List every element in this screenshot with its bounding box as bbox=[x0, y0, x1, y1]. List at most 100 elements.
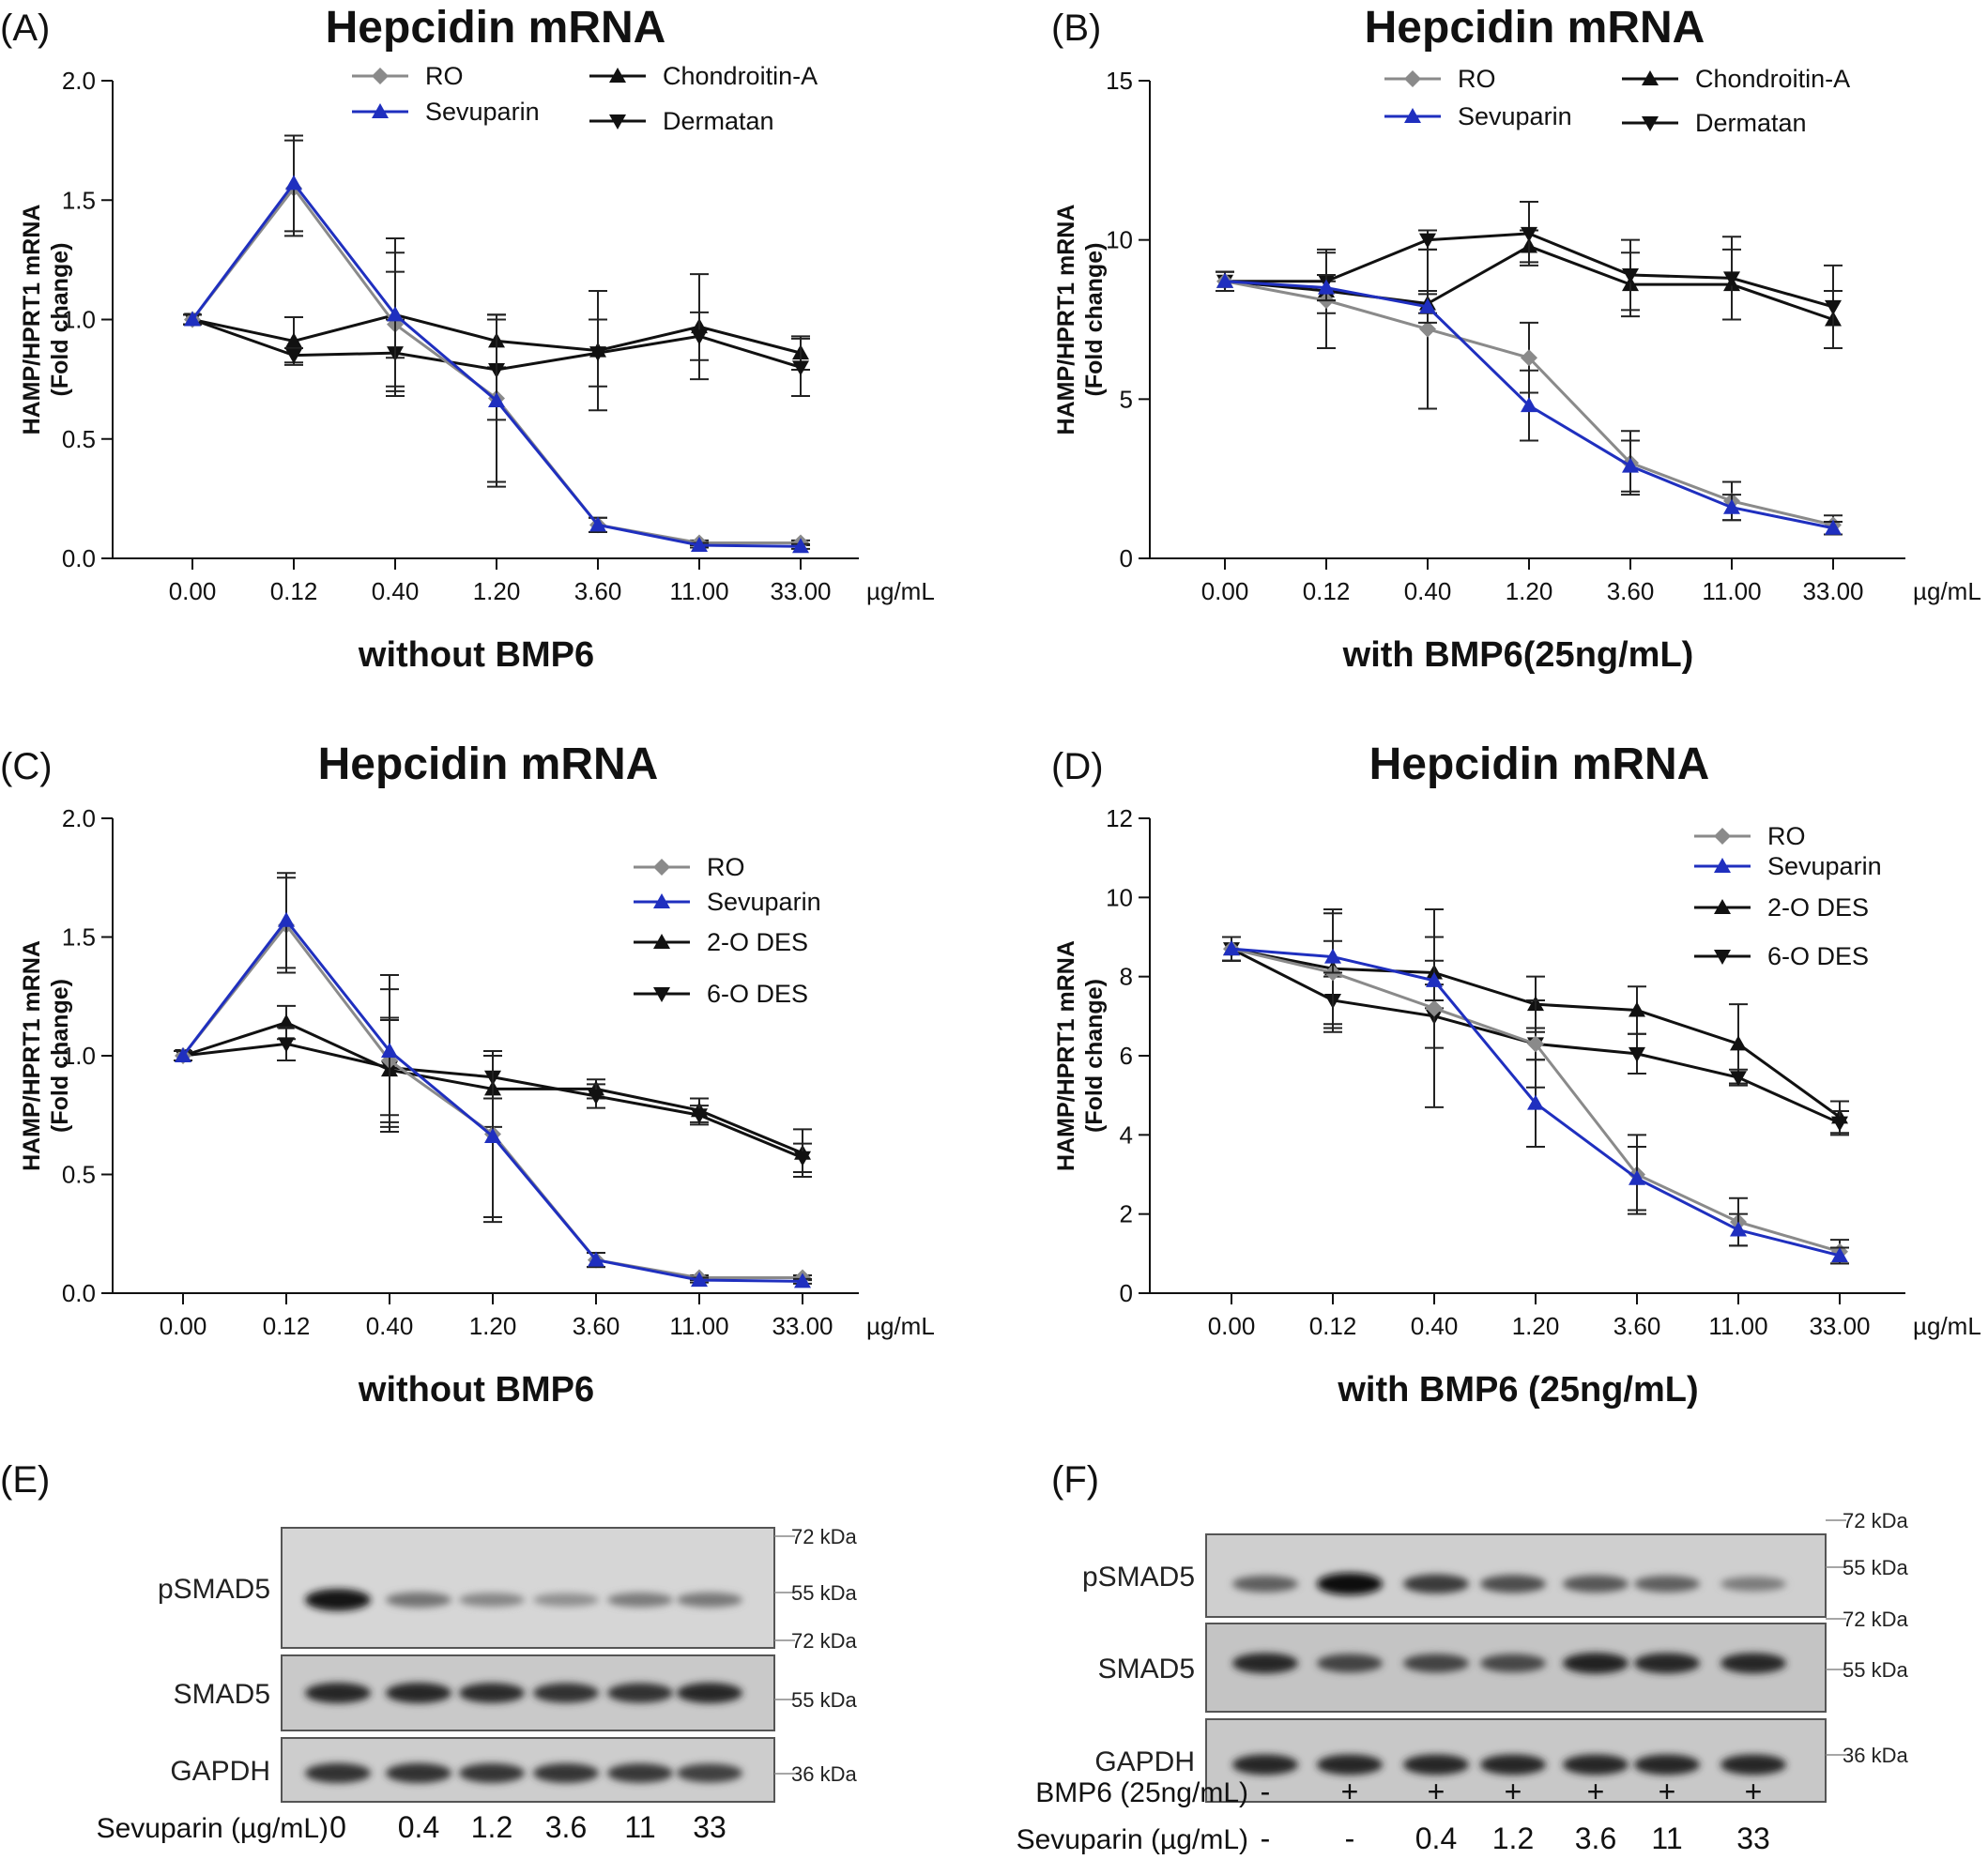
blot-row-label: GAPDH bbox=[1094, 1746, 1195, 1777]
x-unit-label: µg/mL bbox=[866, 1312, 935, 1340]
data-point bbox=[1216, 272, 1233, 288]
treatment-value: + bbox=[1659, 1775, 1676, 1808]
blot-band bbox=[607, 1683, 673, 1703]
blot-band bbox=[386, 1592, 451, 1608]
blot-row-gapdh: GAPDH 36 kDa bbox=[1094, 1718, 1908, 1803]
x-tick-label: 3.60 bbox=[1613, 1312, 1661, 1340]
size-marker-label: 55 kDa bbox=[1843, 1556, 1908, 1579]
treatment-row: Sevuparin (µg/mL) 0 0.4 1.2 3.6 11 33 bbox=[97, 1810, 726, 1844]
y-axis-title-line2: (Fold change) bbox=[1081, 243, 1108, 397]
blot-band bbox=[459, 1593, 525, 1608]
data-point bbox=[285, 175, 302, 191]
data-point bbox=[387, 306, 404, 322]
legend-label: Chondroitin-A bbox=[1695, 65, 1850, 93]
blot-band bbox=[607, 1593, 673, 1608]
x-tick-label: 0.40 bbox=[372, 577, 420, 605]
data-point bbox=[1825, 519, 1842, 535]
y-tick-label: 0.0 bbox=[62, 1279, 96, 1307]
blot-band bbox=[459, 1683, 525, 1703]
blot-band bbox=[1563, 1754, 1629, 1776]
legend-label: Sevuparin bbox=[425, 98, 540, 126]
x-tick-label: 0.12 bbox=[263, 1312, 311, 1340]
y-tick-label: 0 bbox=[1120, 544, 1133, 572]
legend-marker bbox=[653, 893, 670, 908]
chart-panel-a: (A) Hepcidin mRNA 0.0 0.5 1.0 1.5 2.0 0.00 0.12 0… bbox=[0, 3, 935, 675]
size-marker-label: 72 kDa bbox=[791, 1525, 857, 1548]
legend: RO Sevuparin Chondroitin-A Dermatan bbox=[352, 62, 818, 135]
blot-row-gapdh: GAPDH 36 kDa bbox=[170, 1737, 857, 1803]
x-tick-label: 1.20 bbox=[473, 577, 521, 605]
treatment-value: 3.6 bbox=[545, 1810, 587, 1844]
treatment-value: 33 bbox=[693, 1810, 726, 1844]
legend-label: 2-O DES bbox=[707, 928, 808, 956]
data-point bbox=[794, 1151, 811, 1166]
y-tick-label: 8 bbox=[1120, 963, 1133, 991]
y-axis-title: HAMP/HPRT1 mRNA bbox=[1053, 205, 1079, 435]
x-tick-label: 0.40 bbox=[366, 1312, 414, 1340]
blot-band bbox=[1317, 1754, 1383, 1776]
data-point bbox=[1723, 498, 1740, 514]
legend-marker bbox=[653, 859, 670, 876]
treatment-row: Sevuparin (µg/mL) - -0.4 1.2 3.6 11 33 bbox=[1017, 1822, 1770, 1855]
panel-label: (E) bbox=[0, 1459, 50, 1501]
data-point bbox=[589, 346, 606, 362]
blot-row-smad5: SMAD5 72 kDa 55 kDa bbox=[174, 1629, 857, 1731]
series-sevuparin bbox=[174, 872, 812, 1288]
x-axis-title: without BMP6 bbox=[358, 1370, 594, 1410]
data-point bbox=[381, 1042, 398, 1058]
panel-label: (D) bbox=[1051, 746, 1104, 787]
y-axis-title: HAMP/HPRT1 mRNA bbox=[19, 940, 45, 1171]
legend-marker bbox=[1642, 70, 1659, 85]
treatment-value: + bbox=[1341, 1775, 1359, 1808]
y-axis-title-line2: (Fold change) bbox=[47, 979, 73, 1133]
blot-membrane bbox=[281, 1527, 775, 1649]
data-point bbox=[1419, 320, 1436, 338]
blot-row-psmad5: pSMAD5 72 kDa 55 kDa bbox=[158, 1525, 857, 1649]
size-marker-label: 55 kDa bbox=[791, 1688, 857, 1712]
x-axis-title: with BMP6 (25ng/mL) bbox=[1337, 1370, 1698, 1410]
legend-label: Chondroitin-A bbox=[663, 62, 818, 90]
legend-label: Sevuparin bbox=[707, 888, 821, 916]
blot-band bbox=[607, 1763, 673, 1783]
data-point bbox=[278, 911, 295, 927]
data-point bbox=[792, 538, 809, 554]
data-point bbox=[589, 516, 606, 532]
data-point bbox=[1426, 999, 1443, 1017]
x-axis-title: with BMP6(25ng/mL) bbox=[1342, 635, 1694, 675]
legend-marker bbox=[1714, 899, 1731, 914]
data-point bbox=[285, 348, 302, 364]
data-point bbox=[1419, 297, 1436, 313]
x-tick-label: 1.20 bbox=[1512, 1312, 1560, 1340]
legend-marker bbox=[1714, 950, 1731, 965]
blot-band bbox=[1403, 1574, 1469, 1594]
data-point bbox=[278, 1037, 295, 1053]
blot-band bbox=[386, 1683, 451, 1703]
x-tick-label: 0.12 bbox=[1309, 1312, 1357, 1340]
blot-band bbox=[1634, 1754, 1700, 1776]
x-tick-label: 0.00 bbox=[1208, 1312, 1256, 1340]
data-point bbox=[1622, 267, 1639, 283]
series-sevuparin bbox=[183, 134, 810, 554]
blot-band bbox=[1720, 1577, 1786, 1592]
x-tick-label: 0.40 bbox=[1404, 577, 1452, 605]
data-point bbox=[1629, 1001, 1645, 1017]
blot-band bbox=[677, 1683, 742, 1703]
data-point bbox=[1723, 271, 1740, 287]
legend-label: RO bbox=[707, 853, 745, 881]
blot-band bbox=[1232, 1575, 1298, 1593]
data-point bbox=[285, 332, 302, 348]
size-marker-label: 55 kDa bbox=[791, 1581, 857, 1605]
blot-row-label: pSMAD5 bbox=[1082, 1562, 1195, 1593]
blot-band bbox=[677, 1592, 742, 1608]
y-tick-label: 5 bbox=[1120, 385, 1133, 413]
blot-band bbox=[459, 1762, 525, 1783]
chart-title: Hepcidin mRNA bbox=[1369, 739, 1710, 789]
legend-label: 6-O DES bbox=[1767, 942, 1869, 970]
treatment-value: - bbox=[1345, 1822, 1355, 1855]
legend-label: Dermatan bbox=[1695, 109, 1807, 137]
legend-label: 6-O DES bbox=[707, 980, 808, 1008]
x-unit-label: µg/mL bbox=[1913, 1312, 1981, 1340]
size-marker-label: 36 kDa bbox=[791, 1762, 857, 1786]
blot-band bbox=[305, 1589, 371, 1611]
